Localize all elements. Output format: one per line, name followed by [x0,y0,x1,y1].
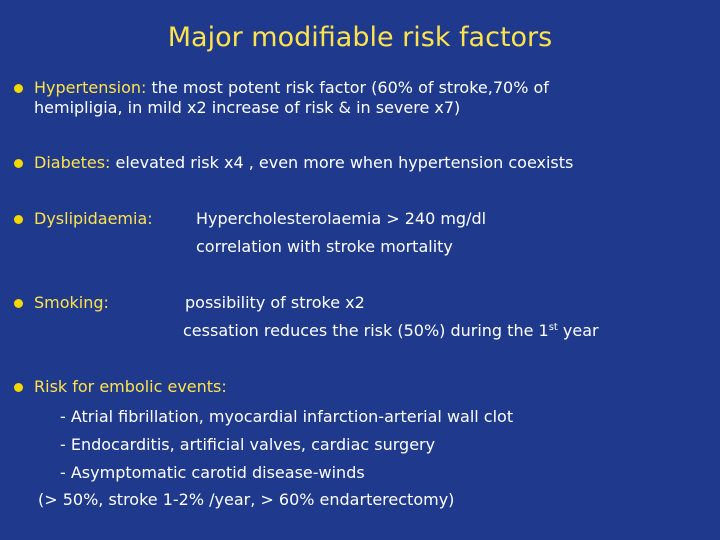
embolic-sub-item: - Atrial fibrillation, myocardial infarc… [60,407,514,426]
embolic-sub-item: - Asymptomatic carotid disease-winds [60,463,365,482]
embolic-sub-item: - Endocarditis, artificial valves, cardi… [60,435,436,454]
diabetes-line: Diabetes: elevated risk x4 , even more w… [34,153,573,173]
smoking-label: Smoking: [34,293,109,312]
hypertension-line-1: Hypertension: the most potent risk facto… [34,78,549,98]
smoking-text-2-sup: st [548,322,558,333]
diabetes-label: Diabetes: [34,153,111,172]
bullet-dot-icon [14,84,23,93]
bullet-dot-icon [14,383,23,392]
bullet-dot-icon [14,299,23,308]
dyslipidaemia-text-2: correlation with stroke mortality [196,237,453,256]
dyslipidaemia-label: Dyslipidaemia: [34,209,153,228]
embolic-label: Risk for embolic events: [34,377,227,396]
smoking-text-2: cessation reduces the risk (50%) during … [183,321,599,341]
hypertension-text-2: hemipligia, in mild x2 increase of risk … [34,98,461,117]
dyslipidaemia-text-1: Hypercholesterolaemia > 240 mg/dl [196,209,487,228]
bullet-dot-icon [14,159,23,168]
embolic-note: (> 50%, stroke 1-2% /year, > 60% endarte… [38,490,455,509]
smoking-text-2-after: year [557,321,599,340]
smoking-text-1: possibility of stroke x2 [185,293,365,312]
slide-title: Major modifiable risk factors [167,22,553,53]
hypertension-label: Hypertension: [34,78,147,97]
smoking-text-2-before: cessation reduces the risk (50%) during … [183,321,549,340]
bullet-dot-icon [14,215,23,224]
hypertension-text-1: the most potent risk factor (60% of stro… [151,78,549,97]
diabetes-text: elevated risk x4 , even more when hypert… [115,153,574,172]
